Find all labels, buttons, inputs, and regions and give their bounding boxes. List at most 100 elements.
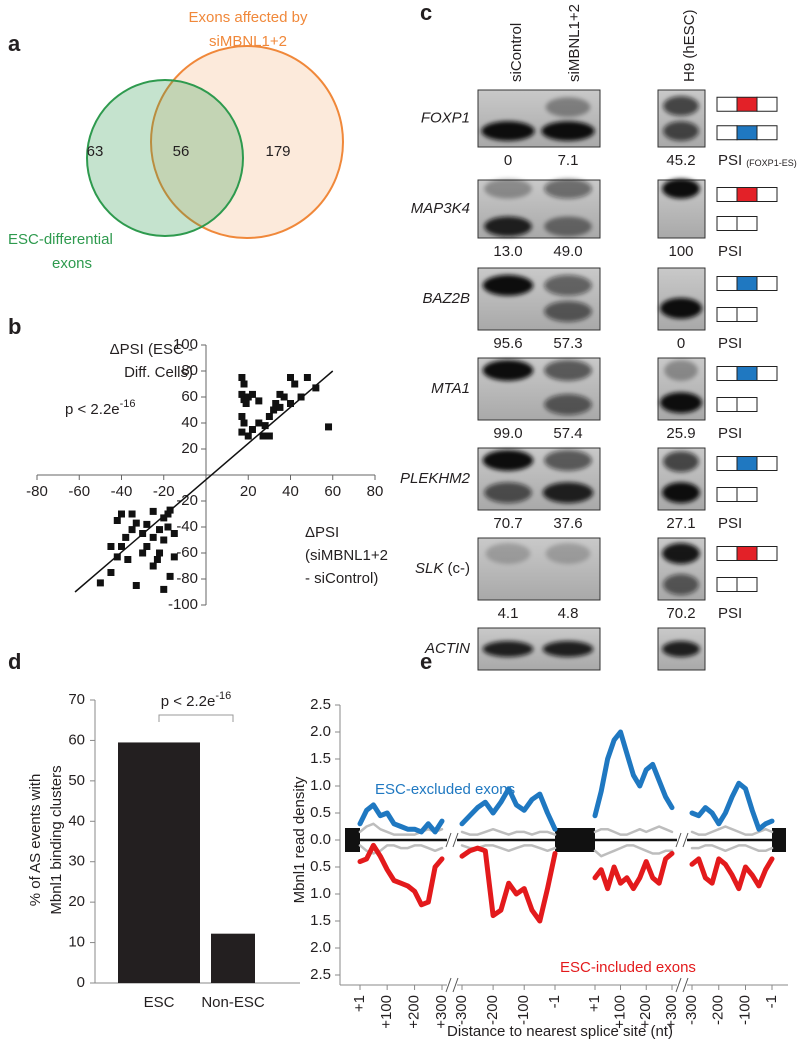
gel-band xyxy=(660,392,702,414)
point xyxy=(139,530,147,537)
exon xyxy=(736,456,758,471)
x-tick-label: +100 xyxy=(611,995,628,1029)
axis-break xyxy=(675,977,689,993)
exon xyxy=(756,456,778,471)
point xyxy=(160,585,168,593)
psi-text: PSI xyxy=(718,335,742,352)
psi-text: PSI xyxy=(718,243,742,260)
gene-name: MTA1 xyxy=(431,380,470,397)
point xyxy=(143,520,151,528)
series-line xyxy=(592,851,675,892)
series-line xyxy=(459,786,558,832)
venn-count: 56 xyxy=(173,143,190,160)
point xyxy=(166,572,174,580)
x-axis-title: ΔPSI xyxy=(305,524,339,541)
psi-label: PSI xyxy=(718,425,742,442)
point xyxy=(124,556,132,563)
gel-band xyxy=(544,216,592,237)
psi-value: 0 xyxy=(677,335,685,352)
axis-break-gap xyxy=(447,979,457,991)
point xyxy=(240,396,248,404)
gel-band xyxy=(482,359,534,381)
y-tick-label: -40 xyxy=(176,518,198,535)
gel-band xyxy=(662,640,700,658)
gel-band xyxy=(545,97,591,117)
gel-band xyxy=(542,482,594,504)
panel-label: a xyxy=(8,31,21,56)
y-tick-label: 1.0 xyxy=(310,777,331,794)
point xyxy=(122,533,130,541)
point xyxy=(240,380,248,388)
gene-name: PLEKHM2 xyxy=(400,470,471,487)
psi-value: 27.1 xyxy=(666,515,695,532)
point xyxy=(287,374,294,381)
x-tick-label: -80 xyxy=(26,483,48,500)
x-tick-label: 20 xyxy=(240,483,257,500)
point xyxy=(312,384,320,392)
point xyxy=(248,426,256,433)
gel-band xyxy=(544,274,592,296)
x-tick-label: -300 xyxy=(453,995,470,1025)
gel-band xyxy=(544,449,592,471)
gel-band xyxy=(542,640,594,658)
x-tick-label: Non-ESC xyxy=(201,994,265,1011)
psi-value: 70.2 xyxy=(666,605,695,622)
x-tick-label: -1 xyxy=(763,995,780,1008)
gel-band xyxy=(544,394,592,415)
y-axis-title: Diff. Cells) xyxy=(124,364,193,381)
gene-name: SLK (c-) xyxy=(415,560,470,577)
point xyxy=(166,506,174,514)
p-value-exponent: -16 xyxy=(120,398,136,410)
x-tick-label: -100 xyxy=(736,995,753,1025)
x-axis-title: (siMBNL1+2 xyxy=(305,547,388,564)
gel-box xyxy=(657,267,706,331)
column-header: siMBNL1+2 xyxy=(566,4,583,82)
exon xyxy=(736,276,758,291)
y-tick-label: -20 xyxy=(176,492,198,509)
point xyxy=(265,413,273,420)
gel-band xyxy=(482,274,534,296)
point xyxy=(238,374,246,381)
psi-label: PSI xyxy=(718,515,742,532)
y-tick-label: 1.5 xyxy=(310,750,331,767)
control-line xyxy=(358,844,444,855)
p-value: p < 2.2e-16 xyxy=(65,398,136,418)
gel-band xyxy=(662,178,700,199)
gene-symbol: ACTIN xyxy=(424,640,470,657)
psi-value: 37.6 xyxy=(553,515,582,532)
series-line xyxy=(357,802,445,835)
y-tick-label: 40 xyxy=(181,414,198,431)
gene-name: BAZ2B xyxy=(422,290,470,307)
point xyxy=(107,569,115,576)
panel-label: c xyxy=(420,0,432,25)
x-tick-label: ESC xyxy=(144,994,175,1011)
psi-text: PSI xyxy=(718,515,742,532)
gel-band xyxy=(484,482,532,504)
psi-value: 7.1 xyxy=(558,152,579,169)
y-tick-label: 1.5 xyxy=(310,912,331,929)
y-tick-label: -80 xyxy=(176,570,198,587)
series-line xyxy=(459,845,558,924)
series-line xyxy=(689,780,775,832)
psi-value: 95.6 xyxy=(493,335,522,352)
gene-name: FOXP1 xyxy=(421,109,470,126)
y-tick-label: 10 xyxy=(68,934,85,951)
x-tick-label: 40 xyxy=(282,483,299,500)
point xyxy=(244,432,252,440)
exon xyxy=(756,187,778,202)
venn-label: ESC-differential xyxy=(8,231,113,248)
point xyxy=(128,510,136,518)
venn-count: 179 xyxy=(265,143,290,160)
gel-band xyxy=(544,359,592,381)
point xyxy=(272,400,280,407)
point xyxy=(149,533,157,541)
psi-value: 0 xyxy=(504,152,512,169)
point xyxy=(143,543,151,550)
gel-band xyxy=(481,121,535,141)
axis-break-gap xyxy=(677,979,687,991)
point xyxy=(160,514,168,522)
y-tick-label: 2.0 xyxy=(310,939,331,956)
y-axis-title: ΔPSI (ESC - xyxy=(110,341,193,358)
y-tick-label: -60 xyxy=(176,544,198,561)
